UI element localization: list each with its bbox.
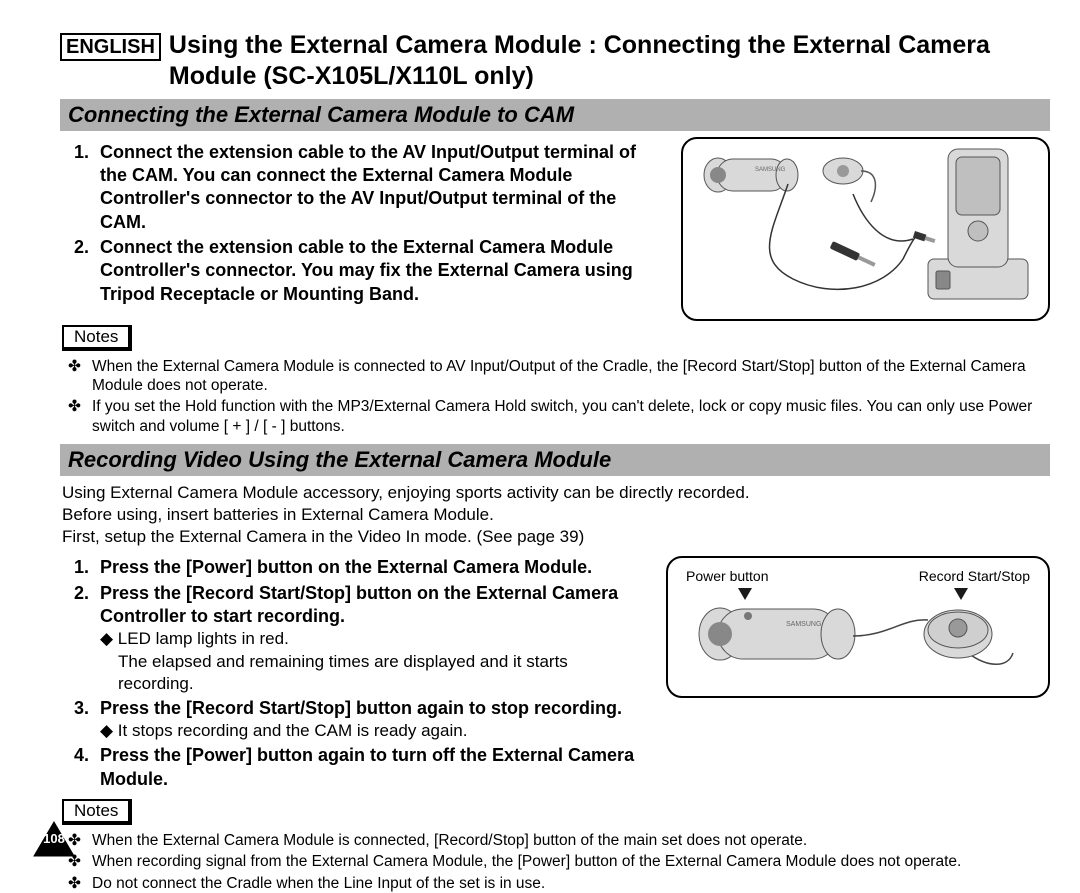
page-number-badge: 108 <box>32 820 76 858</box>
section2-intro: Using External Camera Module accessory, … <box>62 482 1050 548</box>
manual-page: ENGLISH Using the External Camera Module… <box>0 0 1080 880</box>
notes-label: Notes <box>62 325 132 351</box>
svg-text:SAMSUNG: SAMSUNG <box>755 167 786 173</box>
substep: The elapsed and remaining times are disp… <box>118 651 646 695</box>
notes-list-2: When the External Camera Module is conne… <box>60 831 1050 893</box>
title-row: ENGLISH Using the External Camera Module… <box>60 30 1050 93</box>
power-button-label: Power button <box>686 568 769 584</box>
arrow-down-icon <box>738 588 752 600</box>
note-item: When the External Camera Module is conne… <box>88 831 1050 850</box>
language-badge: ENGLISH <box>60 33 161 61</box>
step: Press the [Power] button on the External… <box>94 556 646 579</box>
step: Press the [Record Start/Stop] button aga… <box>94 697 646 742</box>
step: Connect the extension cable to the AV In… <box>94 141 661 235</box>
page-title: Using the External Camera Module : Conne… <box>169 30 1050 93</box>
intro-line: Using External Camera Module accessory, … <box>62 483 750 502</box>
figure-connection-diagram: SAMSUNG <box>681 137 1050 321</box>
record-button-label: Record Start/Stop <box>919 568 1030 584</box>
step: Press the [Record Start/Stop] button on … <box>94 582 646 695</box>
substep: It stops recording and the CAM is ready … <box>100 720 646 742</box>
page-number: 108 <box>32 831 76 846</box>
intro-line: Before using, insert batteries in Extern… <box>62 505 494 524</box>
section1-content: Connect the extension cable to the AV In… <box>60 137 1050 321</box>
section-heading-2: Recording Video Using the External Camer… <box>60 444 1050 476</box>
note-item: When the External Camera Module is conne… <box>88 357 1050 396</box>
arrow-down-icon <box>954 588 968 600</box>
step: Press the [Power] button again to turn o… <box>94 744 646 791</box>
substep: LED lamp lights in red. <box>100 628 646 650</box>
section2-content: Press the [Power] button on the External… <box>60 552 1050 795</box>
connection-illustration-icon: SAMSUNG <box>683 139 1048 319</box>
svg-text:SAMSUNG: SAMSUNG <box>786 621 821 628</box>
intro-line: First, setup the External Camera in the … <box>62 527 584 546</box>
section-heading-1: Connecting the External Camera Module to… <box>60 99 1050 131</box>
step: Connect the extension cable to the Exter… <box>94 236 661 306</box>
note-item: When recording signal from the External … <box>88 852 1050 871</box>
note-item: Do not connect the Cradle when the Line … <box>88 874 1050 893</box>
notes-list-1: When the External Camera Module is conne… <box>60 357 1050 437</box>
section1-steps: Connect the extension cable to the AV In… <box>60 141 661 307</box>
note-item: If you set the Hold function with the MP… <box>88 397 1050 436</box>
figure-buttons-diagram: Power button Record Start/Stop SAMSUNG <box>666 556 1050 698</box>
section2-steps: Press the [Power] button on the External… <box>60 556 646 791</box>
